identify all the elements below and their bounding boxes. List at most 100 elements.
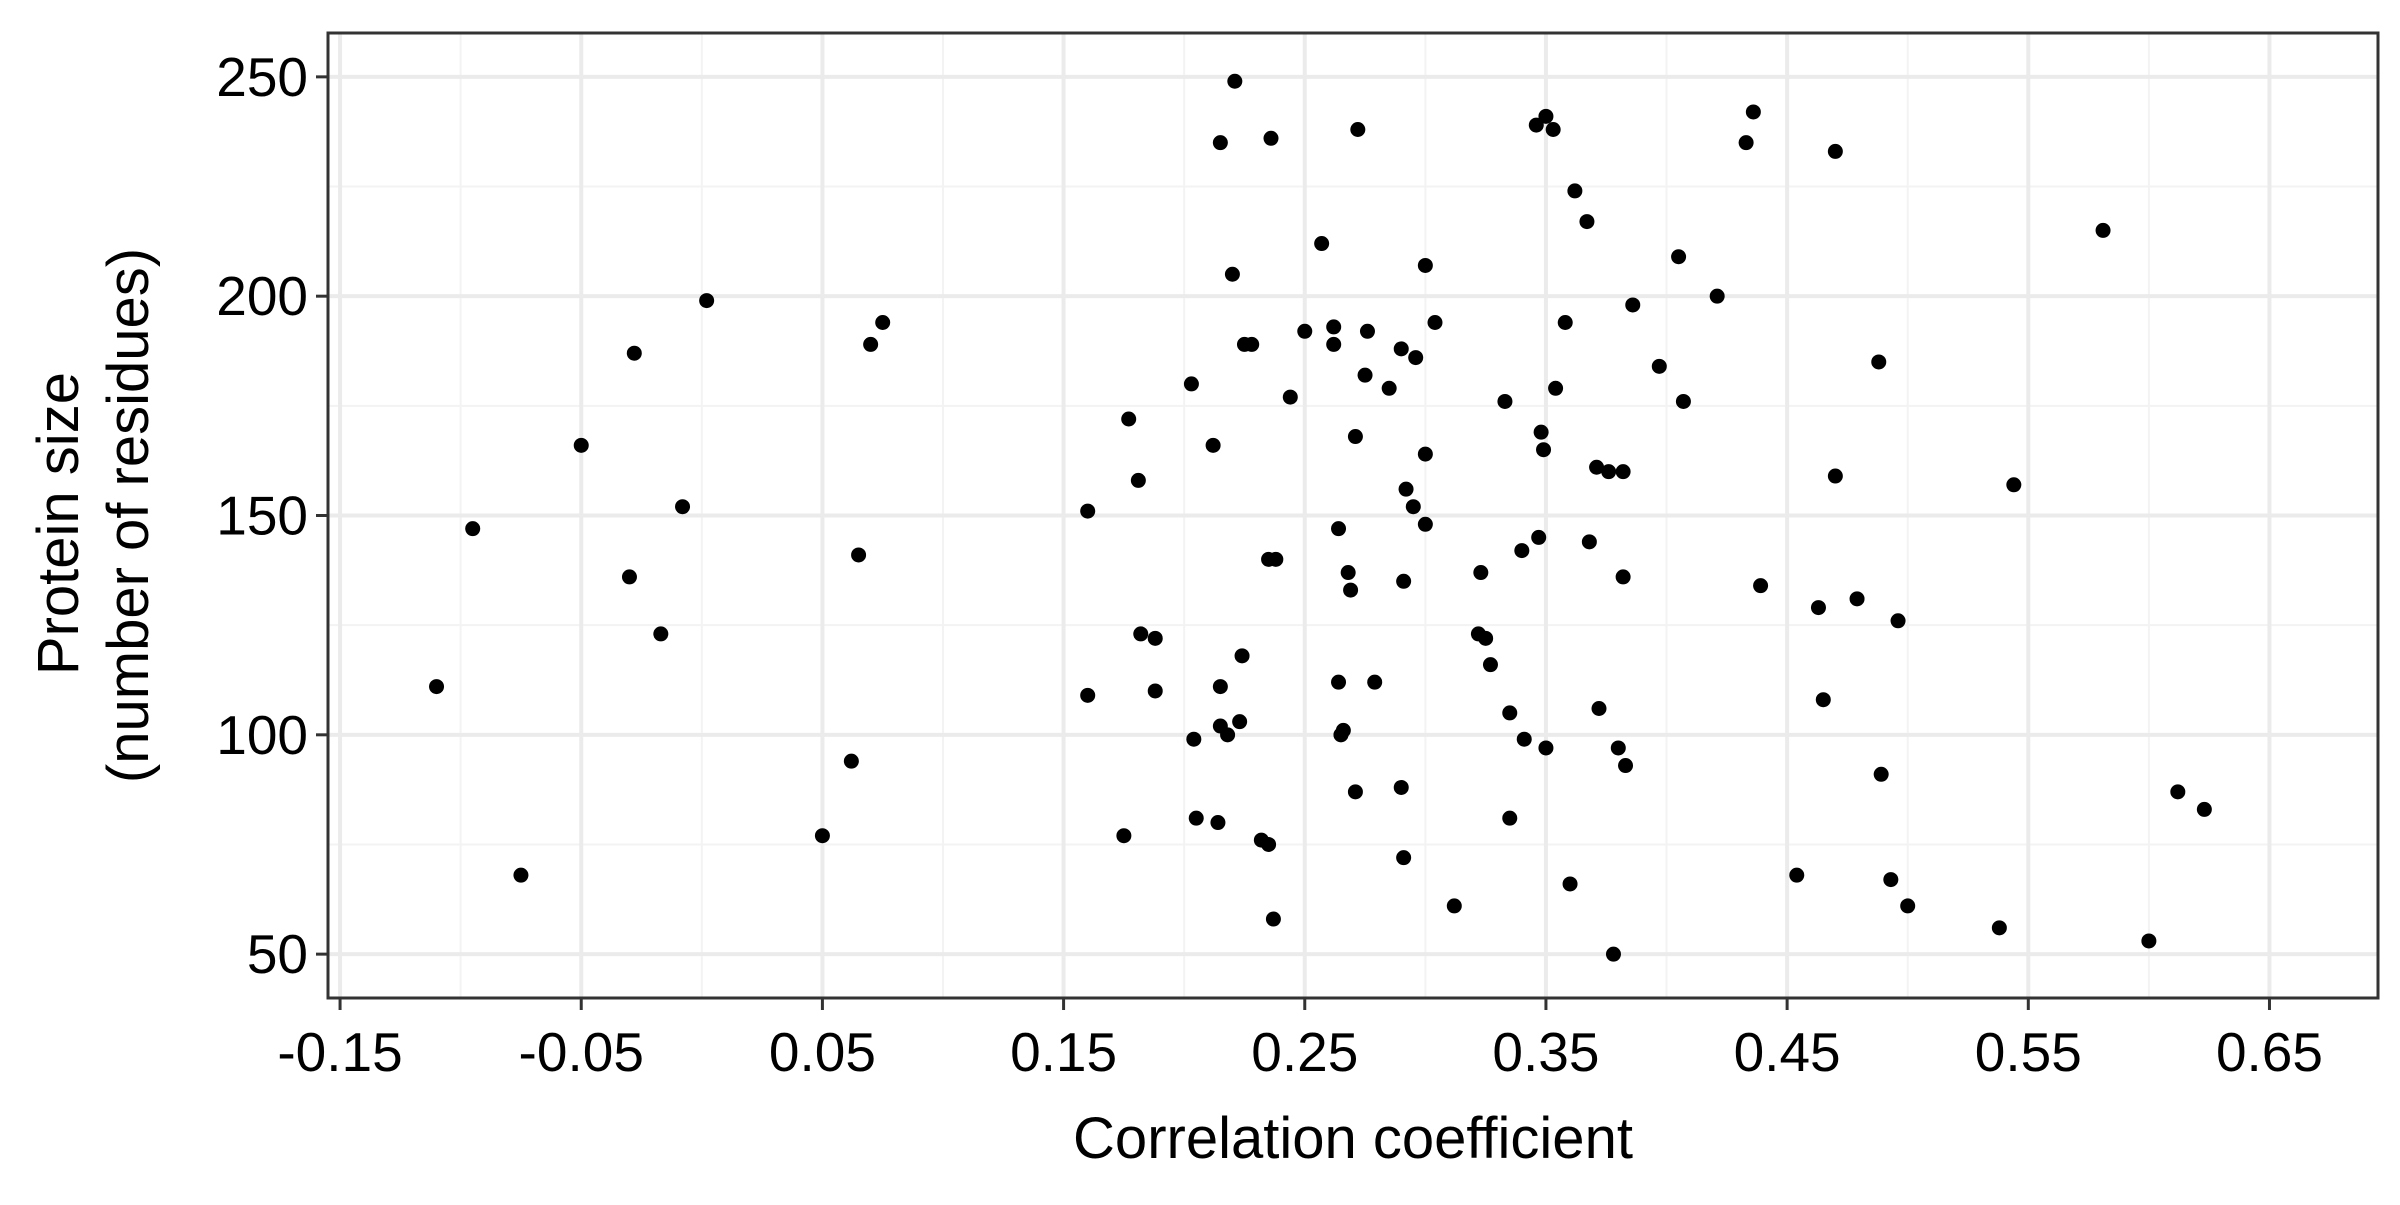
data-point	[1396, 573, 1412, 589]
data-point	[1615, 464, 1631, 480]
data-point	[1900, 898, 1916, 914]
data-point	[1871, 354, 1887, 370]
data-point	[1224, 266, 1240, 282]
data-point	[1393, 341, 1409, 357]
data-point	[1427, 315, 1443, 330]
data-point	[1738, 135, 1754, 151]
data-point	[1297, 323, 1313, 339]
data-point	[1753, 578, 1769, 594]
data-point	[1579, 214, 1595, 230]
data-point	[1478, 630, 1494, 646]
data-point	[1557, 315, 1573, 330]
data-point	[1405, 499, 1421, 515]
x-tick-label: 0.45	[1734, 1021, 1841, 1083]
data-point	[1212, 135, 1228, 151]
data-point	[1538, 740, 1554, 756]
data-point	[2141, 933, 2157, 949]
data-point	[1220, 727, 1236, 743]
data-point	[1398, 481, 1414, 497]
data-point	[429, 679, 445, 695]
data-point	[699, 293, 715, 309]
data-point	[1502, 810, 1518, 826]
data-point	[1473, 565, 1489, 581]
data-point	[1331, 521, 1347, 537]
data-point	[1675, 393, 1691, 409]
data-point	[1357, 367, 1373, 383]
data-point	[863, 336, 879, 352]
y-tick-label: 50	[247, 923, 308, 985]
data-point	[1261, 836, 1277, 852]
data-point	[1133, 626, 1149, 642]
data-point	[1581, 534, 1597, 550]
data-point	[1536, 442, 1552, 458]
grid-layer	[328, 33, 2378, 998]
data-point	[1671, 249, 1687, 265]
data-point	[1514, 543, 1530, 559]
data-point	[1188, 810, 1204, 826]
data-point	[1367, 674, 1383, 690]
data-point	[1745, 104, 1761, 120]
data-point	[573, 437, 589, 453]
data-point	[1340, 565, 1356, 581]
data-point	[1186, 731, 1202, 747]
x-tick-label: -0.15	[277, 1021, 402, 1083]
data-point	[1080, 687, 1096, 703]
data-point	[875, 315, 891, 330]
data-point	[1331, 674, 1347, 690]
data-point	[851, 547, 867, 563]
data-point	[1121, 411, 1137, 427]
x-axis-title: Correlation coefficient	[1073, 1106, 1633, 1171]
x-tick-label: 0.25	[1251, 1021, 1358, 1083]
data-point	[465, 521, 481, 537]
data-point	[1827, 468, 1843, 484]
data-point	[1873, 766, 1889, 782]
data-point	[1244, 336, 1260, 352]
data-point	[1212, 679, 1228, 695]
data-point	[1147, 630, 1163, 646]
data-point	[1417, 516, 1433, 532]
x-tick-label: 0.65	[2216, 1021, 2323, 1083]
data-point	[513, 867, 529, 883]
data-point	[1709, 288, 1725, 304]
data-point	[1381, 380, 1397, 396]
data-point	[1545, 122, 1561, 137]
data-point	[2006, 477, 2022, 493]
data-point	[1789, 867, 1805, 883]
data-point	[1567, 183, 1583, 199]
data-point	[1991, 920, 2007, 936]
x-tick-label: -0.05	[519, 1021, 644, 1083]
data-point	[1210, 815, 1226, 831]
data-point	[1651, 358, 1667, 374]
data-point	[1591, 701, 1607, 716]
data-point	[1849, 591, 1865, 607]
data-point	[814, 828, 830, 844]
data-point	[1396, 850, 1412, 866]
data-point	[1589, 459, 1605, 475]
data-point	[1359, 323, 1375, 339]
y-axis-title: Protein size (number of residues)	[26, 248, 161, 783]
data-point	[1548, 380, 1564, 396]
data-point	[1516, 731, 1532, 747]
data-point	[1883, 872, 1899, 888]
data-point	[1615, 569, 1631, 585]
data-point	[1533, 424, 1549, 440]
data-point	[1265, 911, 1281, 927]
data-point	[1618, 758, 1634, 774]
y-axis-title-line-2: (number of residues)	[96, 248, 161, 783]
data-point	[1232, 714, 1248, 730]
data-point	[1263, 130, 1279, 146]
data-point	[1282, 389, 1298, 405]
points-layer	[429, 73, 2212, 962]
data-point	[626, 345, 642, 361]
data-point	[1335, 722, 1351, 738]
ticks-layer: -0.15 -0.05 0.05 0.15 0.25 0.35 0.45 0.55 0.65 50…	[216, 46, 2323, 1083]
data-point	[1601, 464, 1617, 480]
data-point	[2170, 784, 2186, 800]
data-point	[1827, 143, 1843, 159]
y-tick-label: 200	[216, 265, 308, 327]
y-axis-title-line-1: Protein size	[26, 372, 91, 675]
data-point	[1080, 503, 1096, 519]
data-point	[1227, 73, 1243, 89]
data-point	[1815, 692, 1831, 708]
